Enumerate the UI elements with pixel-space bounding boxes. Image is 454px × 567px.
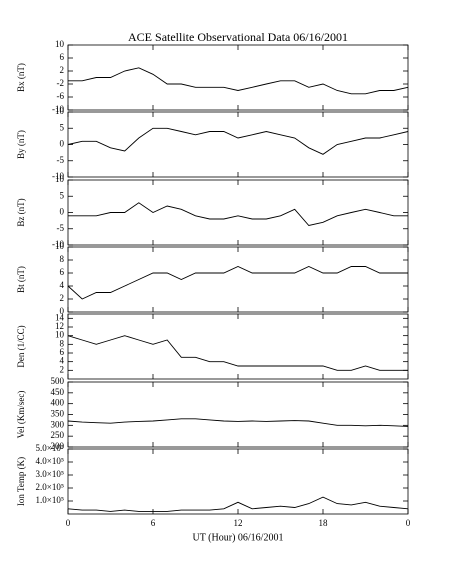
y-tick-label: 5.0×10⁵ [36, 443, 64, 453]
y-tick-label: 10 [55, 39, 65, 49]
y-tick-label: -10 [52, 104, 64, 114]
data-line [67, 335, 408, 371]
y-tick-label: 0 [60, 139, 65, 149]
y-tick-label: 4 [60, 280, 65, 290]
data-line [67, 127, 409, 155]
y-axis-label: Bz (nT) [16, 198, 26, 226]
y-tick-label: 10 [55, 241, 65, 251]
plot-frame [67, 381, 409, 448]
y-tick-label: 2 [60, 293, 65, 303]
x-tick-label: 0 [406, 518, 411, 528]
y-tick-label: 8 [60, 254, 65, 264]
y-tick-label: 200 [51, 441, 65, 451]
y-tick-label: -5 [57, 155, 65, 165]
y-tick-label: 5 [60, 190, 65, 200]
y-tick-label: -10 [52, 171, 64, 181]
y-tick-label: 10 [55, 106, 65, 116]
y-tick-label: 500 [51, 376, 65, 386]
y-tick-label: 400 [51, 398, 65, 408]
y-tick-label: 8 [60, 338, 65, 348]
data-line [67, 266, 408, 300]
y-axis-label: Ion Temp (K) [16, 457, 26, 506]
y-tick-label: 2 [60, 364, 65, 374]
plot-frame [67, 246, 409, 313]
data-line [67, 496, 409, 512]
y-tick-label: 350 [51, 409, 65, 419]
y-tick-label: -6 [57, 91, 65, 101]
plot-frame [67, 111, 409, 178]
y-tick-label: 300 [51, 419, 65, 429]
y-tick-label: 3.0×10⁵ [36, 469, 64, 479]
y-tick-label: 14 [55, 312, 65, 322]
y-axis-label: Bx (nT) [16, 63, 26, 92]
y-tick-label: 6 [60, 267, 65, 277]
y-tick-label: 6 [60, 52, 65, 62]
x-tick-label: 12 [234, 518, 243, 528]
y-axis-label: By (nT) [16, 130, 26, 159]
y-tick-label: 450 [51, 387, 65, 397]
y-tick-label: 0 [60, 207, 65, 217]
plot-frame [67, 313, 409, 380]
y-tick-label: 0 [60, 306, 65, 316]
x-axis-label: UT (Hour) 06/16/2001 [193, 532, 284, 543]
chart-title: ACE Satellite Observational Data 06/16/2… [128, 30, 348, 44]
x-tick-label: 6 [151, 518, 156, 528]
y-tick-label: 4 [60, 356, 65, 366]
y-tick-label: 250 [51, 430, 65, 440]
y-axis-label: Den (1/CC) [16, 325, 26, 367]
y-tick-label: 5 [60, 122, 65, 132]
y-tick-label: 6 [60, 347, 65, 357]
data-line [67, 418, 409, 427]
y-tick-label: -10 [52, 239, 64, 249]
y-tick-label: -5 [57, 223, 65, 233]
y-tick-label: 12 [55, 321, 64, 331]
y-axis-label: Vel (Km/sec) [16, 391, 26, 439]
y-tick-label: 10 [55, 174, 65, 184]
y-tick-label: -2 [57, 78, 65, 88]
data-line [68, 67, 409, 95]
data-line [68, 202, 408, 226]
x-tick-label: 0 [66, 518, 71, 528]
y-tick-label: 10 [55, 330, 65, 340]
y-tick-label: 2.0×10⁵ [36, 482, 64, 492]
x-tick-label: 18 [319, 518, 329, 528]
y-tick-label: 4.0×10⁵ [36, 456, 64, 466]
plot-frame [67, 44, 409, 111]
y-tick-label: 2 [60, 65, 65, 75]
y-tick-label: 1.0×10⁵ [36, 495, 64, 505]
y-axis-label: Bt (nT) [16, 266, 26, 293]
